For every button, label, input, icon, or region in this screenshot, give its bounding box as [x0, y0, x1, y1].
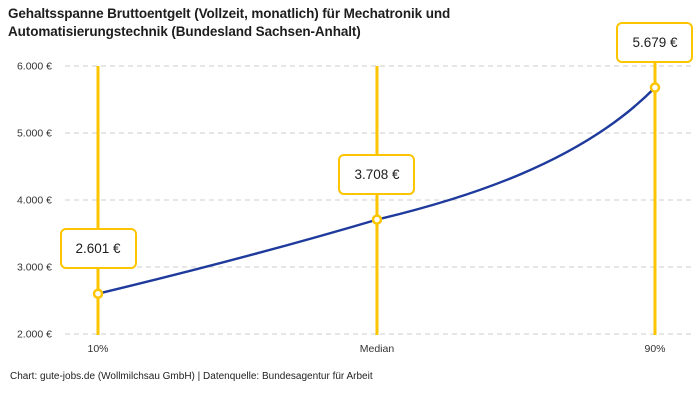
- y-axis-tick-label: 3.000 €: [17, 262, 52, 274]
- x-axis-tick-label: 10%: [88, 343, 109, 355]
- x-axis-tick-label: Median: [360, 343, 395, 355]
- y-axis-tick-label: 6.000 €: [17, 61, 52, 73]
- data-point-marker: [371, 214, 383, 225]
- value-label-box: 5.679 €: [616, 21, 694, 63]
- y-axis-tick-label: 2.000 €: [17, 329, 52, 341]
- x-axis-tick-label: 90%: [644, 343, 665, 355]
- value-label-box: 3.708 €: [338, 153, 416, 195]
- y-axis-tick-label: 4.000 €: [17, 195, 52, 207]
- y-axis-tick-label: 5.000 €: [17, 128, 52, 140]
- chart-source-footer: Chart: gute-jobs.de (Wollmilchsau GmbH) …: [10, 371, 373, 382]
- data-point-marker: [92, 288, 104, 299]
- chart-title: Gehaltsspanne Bruttoentgelt (Vollzeit, m…: [8, 6, 451, 39]
- data-point-marker: [649, 82, 661, 93]
- value-label-box: 2.601 €: [59, 227, 137, 269]
